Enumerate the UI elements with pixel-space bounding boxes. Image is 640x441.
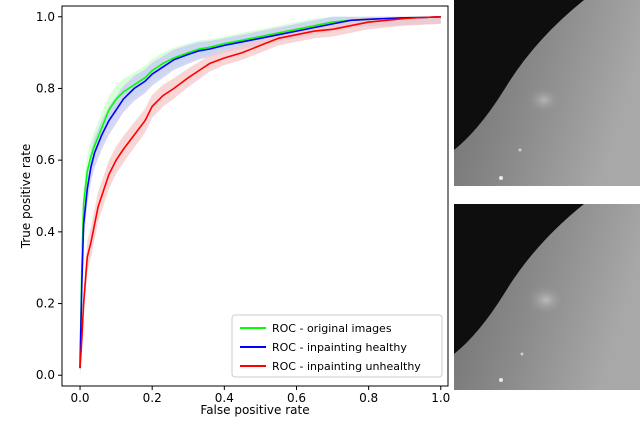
x-tick-label-1: 0.2	[143, 391, 162, 405]
x-axis-label: False positive rate	[200, 403, 309, 417]
legend-label-1: ROC - inpainting healthy	[272, 341, 407, 354]
y-tick-label-5: 1.0	[36, 10, 55, 24]
legend-label-0: ROC - original images	[272, 322, 392, 335]
y-axis-ticks: 0.0 0.2 0.4 0.6 0.8 1.0	[36, 10, 62, 382]
legend: ROC - original images ROC - inpainting he…	[231, 314, 443, 378]
x-tick-label-2: 0.4	[215, 391, 234, 405]
mammogram-thumbnail-original	[454, 0, 640, 186]
x-tick-label-4: 0.8	[359, 391, 378, 405]
x-axis-ticks: 0.0 0.2 0.4 0.6 0.8 1.0	[70, 386, 450, 405]
series-lines	[79, 16, 441, 369]
line-series-1	[79, 16, 441, 369]
line-series-2	[79, 16, 441, 369]
roc-chart: 0.0 0.2 0.4 0.6 0.8 1.0 0.0 0.2 0.4 0.6 0.8 1.0 Fa…	[19, 5, 450, 417]
y-axis-label: True positive rate	[19, 144, 33, 250]
y-tick-label-0: 0.0	[36, 368, 55, 382]
y-tick-label-2: 0.4	[36, 225, 55, 239]
x-tick-label-0: 0.0	[70, 391, 89, 405]
x-tick-label-5: 1.0	[431, 391, 450, 405]
y-tick-label-3: 0.6	[36, 153, 55, 167]
x-tick-label-3: 0.6	[287, 391, 306, 405]
legend-box	[231, 314, 443, 378]
legend-label-2: ROC - inpainting unhealthy	[272, 360, 421, 373]
mammogram-thumbnail-inpainted	[454, 204, 640, 390]
y-tick-label-1: 0.2	[36, 297, 55, 311]
y-tick-label-4: 0.8	[36, 81, 55, 95]
